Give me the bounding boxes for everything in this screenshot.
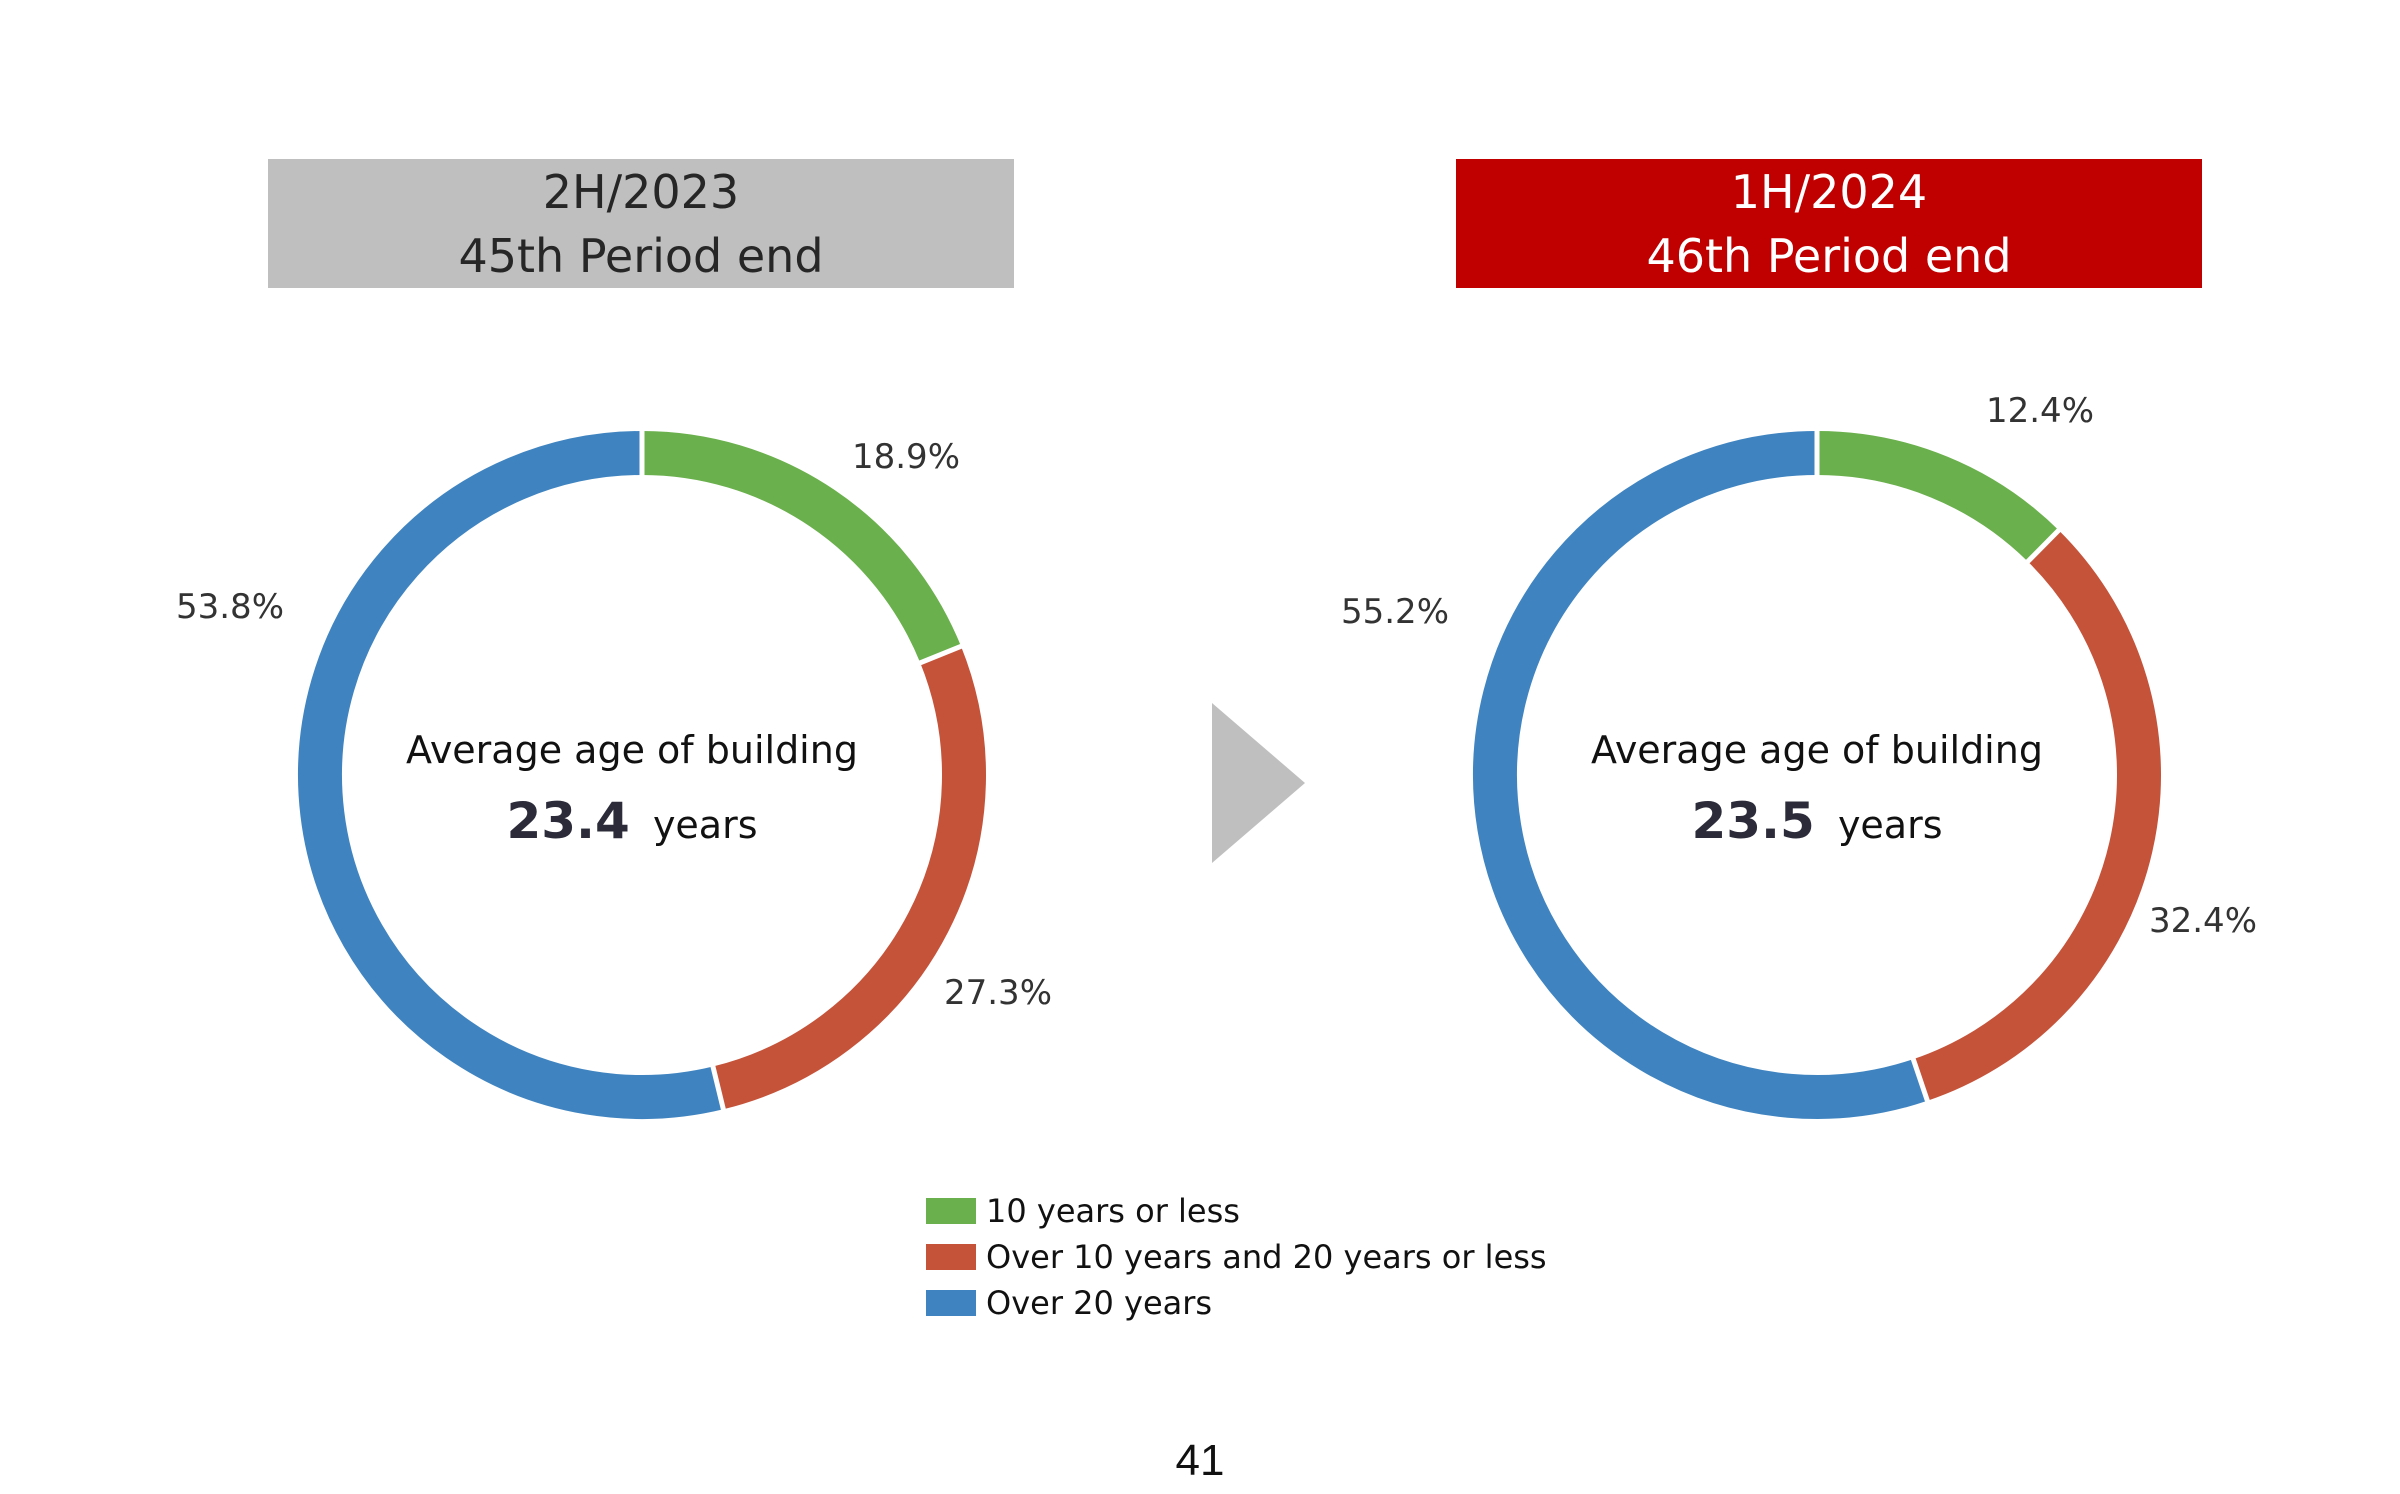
average-age-unit: years — [1838, 803, 1943, 847]
center-title: Average age of building — [1591, 728, 2043, 772]
data-label: 12.4% — [1986, 391, 2094, 431]
donut-chart-right: 12.4% 32.4% 55.2% — [1341, 391, 2257, 1119]
slice-separator — [709, 1062, 727, 1113]
legend-label: 10 years or less — [986, 1192, 1240, 1230]
legend-item: Over 20 years — [926, 1280, 1547, 1326]
slice-over-20-years — [1473, 431, 1928, 1119]
legend-item: 10 years or less — [926, 1188, 1547, 1234]
legend-swatch — [926, 1290, 976, 1316]
slice-10-years-or-less — [641, 431, 962, 663]
average-age-value: 23.5 — [1691, 792, 1814, 850]
transition-arrow-icon — [1212, 703, 1305, 863]
data-label: 32.4% — [2149, 901, 2257, 941]
data-label: 53.8% — [176, 587, 284, 627]
period-subtitle: 46th Period end — [1646, 228, 2012, 283]
slice-over-20-years — [298, 431, 724, 1119]
data-label: 18.9% — [852, 437, 960, 477]
data-label: 27.3% — [944, 973, 1052, 1013]
center-value-line: 23.5 years — [1691, 792, 1942, 850]
donut-chart-left: 18.9% 27.3% 53.8% — [176, 428, 1052, 1119]
average-age-unit: years — [653, 803, 758, 847]
period-header-right: 1H/2024 46th Period end — [1456, 159, 2202, 288]
slice-over-10-to-20-years — [1913, 530, 2161, 1101]
legend: 10 years or less Over 10 years and 20 ye… — [926, 1188, 1547, 1326]
data-label: 55.2% — [1341, 592, 1449, 632]
period-title: 1H/2024 — [1730, 164, 1928, 219]
center-value-line: 23.4 years — [506, 792, 757, 850]
period-subtitle: 45th Period end — [458, 228, 824, 283]
slice-10-years-or-less — [1816, 431, 2059, 562]
slice-separator — [916, 642, 965, 667]
average-age-value: 23.4 — [506, 792, 629, 850]
legend-label: Over 20 years — [986, 1284, 1213, 1322]
legend-item: Over 10 years and 20 years or less — [926, 1234, 1547, 1280]
center-title: Average age of building — [406, 728, 858, 772]
slice-over-10-to-20-years — [712, 646, 986, 1110]
legend-swatch — [926, 1244, 976, 1270]
slice-separator — [2023, 526, 2063, 566]
legend-label: Over 10 years and 20 years or less — [986, 1238, 1547, 1276]
page-number: 41 — [1175, 1436, 1225, 1485]
legend-swatch — [926, 1198, 976, 1224]
period-header-left: 2H/2023 45th Period end — [268, 159, 1014, 288]
period-title: 2H/2023 — [542, 164, 740, 219]
slice-separator — [1909, 1055, 1931, 1105]
